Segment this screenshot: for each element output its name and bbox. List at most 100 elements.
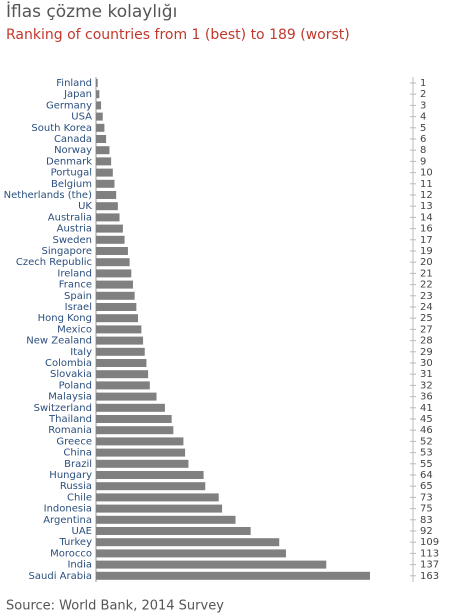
value-label: 113 [420,548,439,559]
bar [96,381,150,390]
y-tick-label: Spain [64,291,92,302]
y-tick-label: Morocco [50,548,92,559]
bar [96,123,105,132]
bar [96,235,125,244]
value-label: 53 [420,448,433,459]
value-label: 65 [420,481,433,492]
value-label: 1 [420,78,426,89]
y-tick-label: Argentina [43,515,92,526]
value-label: 2 [420,89,426,100]
bar [96,336,144,345]
y-tick-label: India [67,560,92,571]
y-tick-label: Saudi Arabia [29,571,92,582]
bar [96,291,135,300]
value-label: 10 [420,168,433,179]
y-tick-label: Chile [67,492,92,503]
bar [96,549,286,558]
y-tick-label: Germany [46,100,92,111]
y-tick-label: Hong Kong [38,313,92,324]
bar [96,168,113,177]
y-tick-label: UK [78,201,92,212]
value-label: 64 [420,470,433,481]
y-tick-label: Australia [48,212,92,223]
value-label: 30 [420,358,433,369]
value-label: 8 [420,145,426,156]
value-label: 22 [420,280,433,291]
y-tick-label: Slovakia [50,369,92,380]
bar [96,437,184,446]
y-tick-label: Poland [59,380,92,391]
y-tick-label: Romania [48,425,92,436]
bar [96,269,132,278]
value-label: 16 [420,224,433,235]
y-tick-label: Thailand [48,414,92,425]
value-label: 52 [420,436,433,447]
y-tick-label: Singapore [42,246,92,257]
y-tick-label: Brazil [64,459,92,470]
bar [96,426,174,435]
bar [96,527,251,535]
y-tick-label: Russia [60,481,92,492]
bar [96,370,149,379]
value-label: 11 [420,179,433,190]
value-label: 23 [420,291,433,302]
value-label: 75 [420,504,433,515]
bar [96,90,100,99]
bar [96,157,112,166]
y-tick-label: South Korea [31,123,92,134]
value-label: 31 [420,369,433,380]
bar [96,347,145,356]
y-tick-label: Austria [57,224,92,235]
y-tick-label: Portugal [51,168,92,179]
y-tick-label: USA [71,112,92,123]
bar [96,471,204,479]
bar [96,560,327,569]
y-tick-label: Ireland [57,268,92,279]
y-tick-label: Indonesia [44,504,92,515]
bar [96,314,139,323]
value-label: 24 [420,302,433,313]
bar [96,415,172,423]
bar [96,135,107,143]
value-label: 32 [420,380,433,391]
y-tick-label: New Zealand [26,336,92,347]
y-tick-label: Finland [56,78,92,89]
bar [96,459,189,468]
bar [96,403,165,412]
source-note: Source: World Bank, 2014 Survey [6,599,224,614]
value-label: 27 [420,324,433,335]
value-label: 5 [420,123,426,134]
y-tick-label: Colombia [45,358,92,369]
bar [96,571,370,580]
bar [96,101,102,110]
bar [96,359,147,367]
y-tick-label: Israel [65,302,92,313]
y-tick-label: Japan [63,89,92,100]
y-tick-label: Belgium [51,179,92,190]
value-label: 3 [420,100,426,111]
value-label: 28 [420,336,433,347]
bar [96,448,186,457]
bar [96,112,103,121]
bar [96,504,223,513]
bar [96,191,117,199]
chart-subtitle: Ranking of countries from 1 (best) to 18… [6,27,350,43]
value-label: 4 [420,112,426,123]
y-tick-label: Denmark [46,156,92,167]
bar [96,146,110,155]
y-tick-label: China [63,448,92,459]
value-label: 92 [420,526,433,537]
value-label: 19 [420,246,433,257]
bar [96,482,206,491]
bar [96,325,142,334]
value-label: 137 [420,560,439,571]
value-label: 12 [420,190,433,201]
bar [96,303,137,311]
y-tick-label: Turkey [58,537,92,548]
bar [96,202,118,211]
bar [96,493,219,502]
value-label: 25 [420,313,433,324]
value-label: 9 [420,156,426,167]
y-tick-label: Sweden [52,235,92,246]
